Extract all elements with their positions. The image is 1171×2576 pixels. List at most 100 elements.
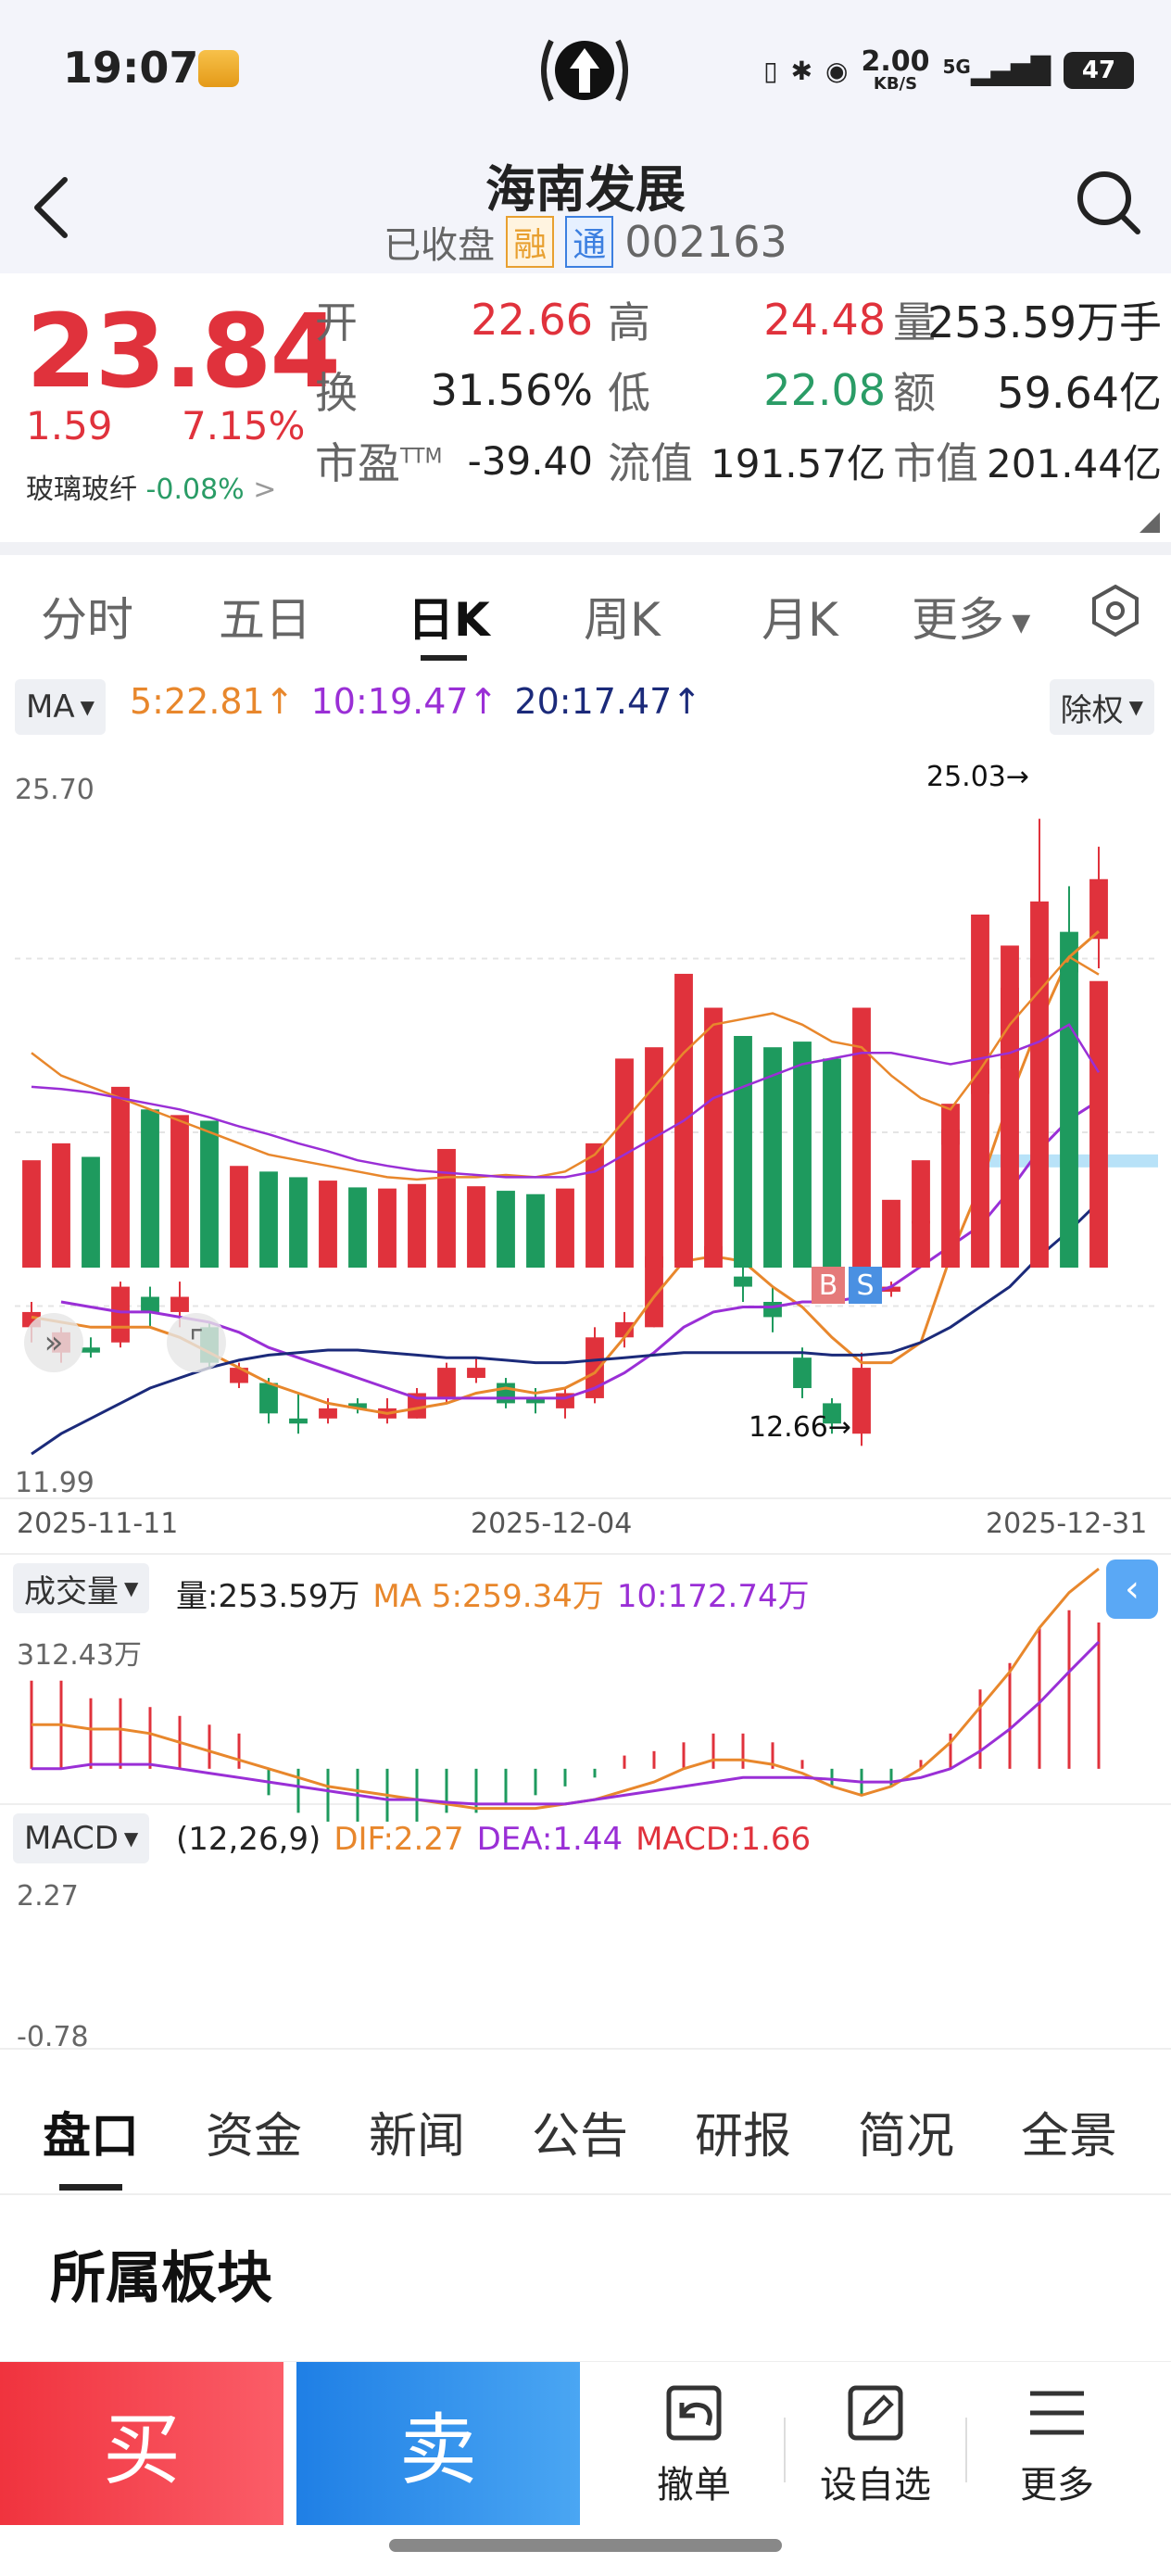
net-speed: 2.00 KB/S — [861, 45, 930, 94]
sell-button[interactable]: 卖 — [296, 2362, 580, 2525]
signal-5g-icon: 5G▂▄▆█ — [942, 55, 1051, 86]
cancel-order-button[interactable]: 撤单 — [615, 2380, 773, 2519]
tab-news[interactable]: 新闻 — [369, 2109, 466, 2165]
add-watchlist-button[interactable]: 设自选 — [797, 2380, 954, 2519]
pe-value: -39.40 — [467, 437, 593, 484]
volume-bar — [289, 1177, 308, 1268]
tab-more[interactable]: 更多 ▼ — [912, 593, 1031, 647]
kline-y-min: 11.99 — [15, 1467, 94, 1499]
tab-panorama[interactable]: 全景 — [1021, 2109, 1118, 2165]
sell-marker[interactable]: S — [849, 1267, 882, 1304]
volume-bar — [22, 1160, 41, 1268]
collapse-panel-icon[interactable]: ‹ — [1106, 1559, 1158, 1619]
kline-chart[interactable] — [0, 748, 1171, 2064]
candle-body — [882, 1286, 900, 1293]
more-button[interactable]: 更多 — [978, 2380, 1136, 2519]
kline-max-label: 25.03→ — [926, 761, 1030, 793]
x-label-end: 2025-12-31 — [986, 1508, 1148, 1540]
x-label-start: 2025-11-11 — [17, 1508, 179, 1540]
bluetooth-icon: ✱ — [790, 55, 813, 86]
float-cap-label: 流值 — [608, 438, 693, 488]
volume-bar — [170, 1115, 189, 1268]
volume-bar — [1001, 945, 1019, 1268]
candle-body — [437, 1368, 456, 1398]
adjust-selector[interactable]: 除权 ▼ — [1049, 679, 1154, 735]
tab-five-day[interactable]: 五日 — [219, 593, 311, 647]
turnover-label: 换 — [315, 368, 358, 418]
pe-label: 市盈TTM — [315, 438, 443, 488]
tab-weekly-k[interactable]: 周K — [584, 593, 661, 647]
buy-marker[interactable]: B — [812, 1267, 845, 1304]
search-icon[interactable] — [1073, 167, 1143, 237]
candle-body — [852, 1368, 871, 1434]
candle-body — [348, 1403, 367, 1408]
quote-panel: 23.84 1.59 7.15% 玻璃玻纤 -0.08% > 开 22.66 高… — [0, 273, 1171, 542]
volume-bar — [348, 1187, 367, 1268]
candle-body — [586, 1337, 604, 1398]
candle-body — [526, 1397, 545, 1404]
expand-corner-icon[interactable] — [1140, 512, 1160, 533]
volume-bar — [615, 1058, 634, 1268]
tab-capital[interactable]: 资金 — [206, 2109, 303, 2165]
section-title: 所属板块 — [50, 2246, 272, 2311]
tab-order-book[interactable]: 盘口 — [43, 2109, 140, 2165]
edit-icon — [848, 2385, 903, 2441]
volume-bar — [259, 1171, 278, 1268]
kline-y-max: 25.70 — [15, 774, 94, 806]
tab-announcements[interactable]: 公告 — [532, 2109, 629, 2165]
volume-bar — [437, 1148, 456, 1268]
status-bar: 19:07 ▯ ✱ ◉ 2.00 KB/S 5G▂▄▆█ 47 — [0, 0, 1171, 139]
candle-body — [141, 1296, 159, 1312]
turnover-value: 31.56% — [430, 365, 593, 415]
volume-bar — [141, 1109, 159, 1268]
candle-body — [497, 1383, 515, 1404]
candle-body — [289, 1418, 308, 1424]
macd-y-max: 2.27 — [17, 1880, 79, 1913]
candle-body — [1089, 878, 1108, 940]
dea-line — [31, 1640, 1101, 1806]
macd-y-min: -0.78 — [17, 2021, 89, 2053]
low-value: 22.08 — [763, 365, 886, 415]
low-label: 低 — [608, 368, 650, 418]
candle-body — [170, 1296, 189, 1312]
volume-value: 253.59万手 — [927, 297, 1162, 347]
volume-selector[interactable]: 成交量 ▼ — [13, 1563, 150, 1613]
tab-monthly-k[interactable]: 月K — [762, 593, 838, 647]
volume-label: 量 — [893, 297, 936, 347]
volume-bar — [1030, 959, 1049, 1268]
expand-left-icon[interactable]: » — [24, 1313, 83, 1372]
margin-tag: 融 — [506, 216, 555, 268]
sector-link[interactable]: 玻璃玻纤 -0.08% > — [26, 474, 277, 506]
volume-bar — [823, 1058, 841, 1268]
volume-bar — [526, 1193, 545, 1268]
open-label: 开 — [315, 297, 358, 347]
ma20-value: 20:17.47↑ — [514, 681, 702, 722]
upload-arrow-icon — [541, 39, 628, 102]
buy-button[interactable]: 买 — [0, 2362, 283, 2525]
macd-selector[interactable]: MACD ▼ — [13, 1813, 150, 1863]
tab-research[interactable]: 研报 — [695, 2109, 792, 2165]
high-value: 24.48 — [763, 295, 886, 345]
volume-bar — [497, 1191, 515, 1268]
high-label: 高 — [608, 297, 650, 347]
price-change: 1.59 — [26, 403, 113, 448]
tab-daily-k[interactable]: 日K — [408, 593, 490, 647]
vibrate-icon: ▯ — [763, 55, 778, 86]
ma-selector[interactable]: MA ▼ — [15, 679, 106, 735]
volume-bar — [793, 1042, 812, 1268]
tab-profile[interactable]: 简况 — [858, 2109, 955, 2165]
active-tab-indicator — [421, 655, 467, 661]
hexagon-settings-icon[interactable] — [1088, 583, 1143, 638]
tab-intraday[interactable]: 分时 — [41, 593, 133, 647]
x-label-mid: 2025-12-04 — [471, 1508, 633, 1540]
fullscreen-icon[interactable]: ⌜ — [167, 1313, 226, 1372]
volume-bar — [556, 1188, 574, 1268]
back-icon[interactable] — [26, 172, 78, 243]
volume-bar — [704, 1007, 723, 1268]
detail-tab-indicator — [59, 2184, 122, 2191]
volume-bar — [852, 1007, 871, 1268]
volume-bar — [200, 1120, 219, 1268]
volume-bar — [882, 1199, 900, 1268]
volume-y-max: 312.43万 — [17, 1639, 142, 1672]
